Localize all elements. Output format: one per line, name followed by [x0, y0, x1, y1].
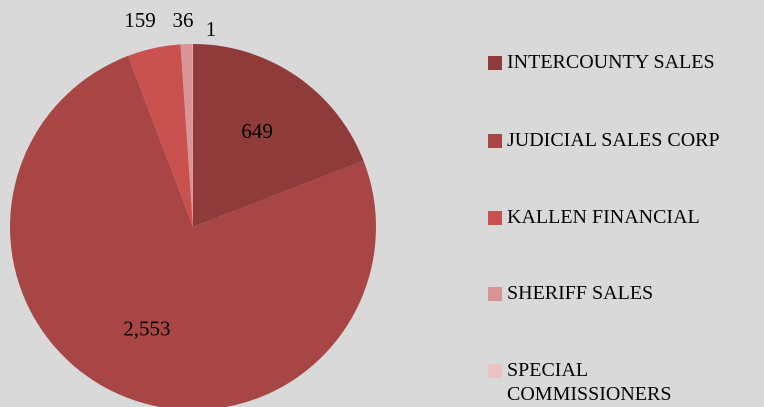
legend-label: SPECIAL COMMISSIONERS [507, 359, 672, 405]
legend-item: INTERCOUNTY SALES [488, 50, 747, 74]
legend-item: JUDICIAL SALES CORP [488, 128, 747, 152]
data-label: 2,553 [123, 316, 170, 340]
legend-label: JUDICIAL SALES CORP [507, 129, 720, 151]
pie-slice [128, 44, 193, 227]
legend-swatch [488, 287, 502, 301]
legend-swatch [488, 364, 502, 378]
pie-slice [10, 55, 376, 407]
pie-slice [180, 44, 193, 228]
pie-slice [193, 44, 364, 227]
legend-item: SHERIFF SALES [488, 281, 747, 305]
legend: INTERCOUNTY SALES JUDICIAL SALES CORP KALL… [488, 0, 764, 407]
data-label: 1 [206, 17, 217, 41]
legend-swatch [488, 56, 502, 70]
legend-item: SPECIAL COMMISSIONERS [488, 358, 747, 406]
legend-label: KALLEN FINANCIAL [507, 206, 700, 228]
legend-swatch [488, 211, 502, 225]
legend-label: INTERCOUNTY SALES [507, 51, 715, 73]
legend-item: KALLEN FINANCIAL [488, 205, 747, 229]
data-label: 36 [173, 8, 194, 32]
legend-label: SHERIFF SALES [507, 282, 654, 304]
data-label: 649 [241, 119, 273, 143]
data-label: 159 [124, 8, 156, 32]
legend-swatch [488, 134, 502, 148]
